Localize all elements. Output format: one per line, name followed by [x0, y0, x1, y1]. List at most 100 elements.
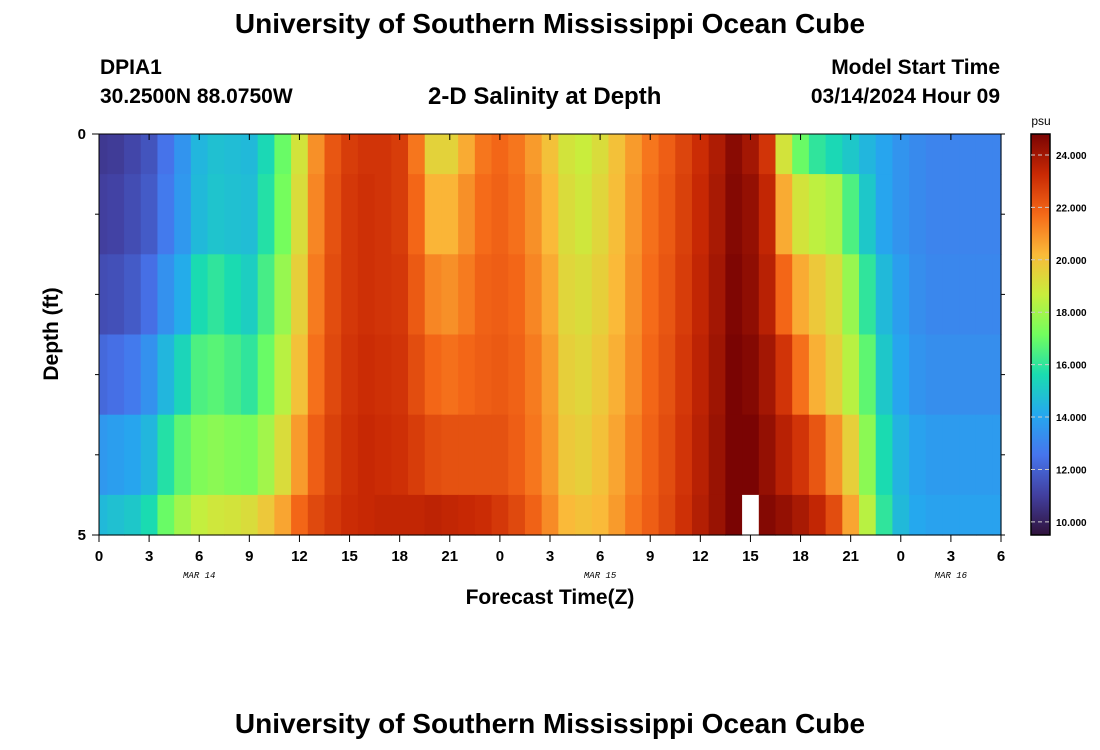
- heatmap-cell: [825, 254, 843, 336]
- heatmap-cell: [608, 334, 626, 416]
- heatmap-cell: [491, 334, 509, 416]
- heatmap-cell: [524, 254, 543, 336]
- heatmap-cell: [959, 174, 977, 255]
- heatmap-cell: [658, 414, 676, 496]
- x-tick-label: 18: [391, 548, 408, 565]
- heatmap-cell: [925, 174, 944, 255]
- heatmap-cell: [558, 334, 576, 416]
- heatmap-cell: [441, 134, 459, 175]
- heatmap-cell: [257, 134, 275, 175]
- heatmap-cell: [558, 254, 576, 336]
- heatmap-cell: [875, 174, 894, 255]
- heatmap-cell: [224, 254, 242, 336]
- heatmap-cell: [641, 334, 660, 416]
- heatmap-cell: [408, 414, 426, 496]
- heatmap-cell: [625, 494, 643, 536]
- heatmap-cell: [224, 414, 242, 496]
- heatmap-cell: [558, 494, 576, 536]
- heatmap-cell: [675, 494, 693, 536]
- colorbar-tick-label: 10.000: [1056, 518, 1087, 529]
- y-axis: 05: [78, 126, 1005, 544]
- x-tick-label: 9: [245, 548, 253, 565]
- heatmap-cell: [240, 414, 259, 496]
- heatmap-cell: [658, 494, 676, 536]
- heatmap-cell: [725, 134, 743, 175]
- heatmap-cell: [558, 174, 576, 255]
- heatmap-cell: [608, 174, 626, 255]
- heatmap-cell: [357, 494, 376, 536]
- heatmap-cell: [625, 134, 643, 175]
- colorbar-unit-label: psu: [1031, 114, 1050, 128]
- heatmap-cell: [691, 174, 710, 255]
- heatmap-cell: [291, 414, 309, 496]
- x-tick-label: 3: [546, 548, 554, 565]
- heatmap-cell: [124, 334, 142, 416]
- heatmap-cell: [307, 334, 326, 416]
- heatmap-cell: [541, 494, 559, 536]
- heatmap-cell: [424, 334, 443, 416]
- heatmap-cell: [274, 134, 292, 175]
- heatmap-cell: [124, 174, 142, 255]
- heatmap-cell: [575, 334, 593, 416]
- heatmap-cell: [758, 254, 777, 336]
- heatmap-cell: [224, 174, 242, 255]
- colorbar: psu 10.000 12.000 14.000 16.000 18.000 20.000…: [1030, 114, 1087, 536]
- heatmap-cell: [307, 254, 326, 336]
- heatmap-cell: [942, 254, 960, 336]
- heatmap-cell: [742, 254, 760, 336]
- heatmap-cell: [675, 174, 693, 255]
- x-tick-label: 3: [947, 548, 955, 565]
- heatmap-cell: [124, 134, 142, 175]
- heatmap-cell: [207, 494, 225, 536]
- heatmap-cell: [524, 134, 543, 175]
- heatmap-cell: [608, 414, 626, 496]
- heatmap-cell: [474, 334, 493, 416]
- heatmap-cell: [641, 174, 660, 255]
- heatmap-cell: [825, 334, 843, 416]
- heatmap-cell: [408, 134, 426, 175]
- heatmap-cell: [240, 334, 259, 416]
- heatmap-cell: [625, 174, 643, 255]
- heatmap-cell: [408, 494, 426, 536]
- heatmap-cell: [808, 414, 827, 496]
- heatmap-cell: [992, 334, 1002, 416]
- heatmap-cell: [124, 254, 142, 336]
- heatmap-cell: [959, 334, 977, 416]
- heatmap-cell: [758, 494, 777, 536]
- heatmap-cell: [775, 494, 793, 536]
- heatmap-cell: [524, 334, 543, 416]
- heatmap-cell: [758, 134, 777, 175]
- heatmap-cell: [140, 134, 159, 175]
- heatmap-cell: [842, 494, 860, 536]
- heatmap-cell: [157, 494, 175, 536]
- heatmap-cell: [391, 134, 409, 175]
- heatmap-cell: [324, 414, 342, 496]
- heatmap-cell: [140, 494, 159, 536]
- heatmap-cell: [140, 414, 159, 496]
- heatmap-cell: [825, 414, 843, 496]
- heatmap-cell: [291, 134, 309, 175]
- x-tick-label: 0: [95, 548, 103, 565]
- heatmap-cell: [541, 414, 559, 496]
- heatmap-cell: [608, 494, 626, 536]
- x-day-label: MAR 16: [935, 571, 968, 581]
- x-tick-label: 21: [842, 548, 859, 565]
- heatmap-cell: [658, 174, 676, 255]
- heatmap-cell: [875, 134, 894, 175]
- heatmap-cell: [257, 414, 275, 496]
- heatmap-cell: [625, 334, 643, 416]
- heatmap-cell: [99, 174, 108, 255]
- heatmap-cell: [190, 254, 209, 336]
- heatmap-cell: [291, 174, 309, 255]
- heatmap-cell: [875, 334, 894, 416]
- heatmap-cell: [975, 174, 994, 255]
- heatmap-cell: [391, 174, 409, 255]
- heatmap-cell: [842, 414, 860, 496]
- heatmap-cell: [925, 254, 944, 336]
- x-tick-label: 15: [742, 548, 759, 565]
- heatmap-cell: [424, 254, 443, 336]
- colorbar-tick-label: 12.000: [1056, 465, 1087, 476]
- heatmap-cell: [508, 134, 526, 175]
- heatmap-cell: [859, 134, 877, 175]
- heatmap-cell: [742, 334, 760, 416]
